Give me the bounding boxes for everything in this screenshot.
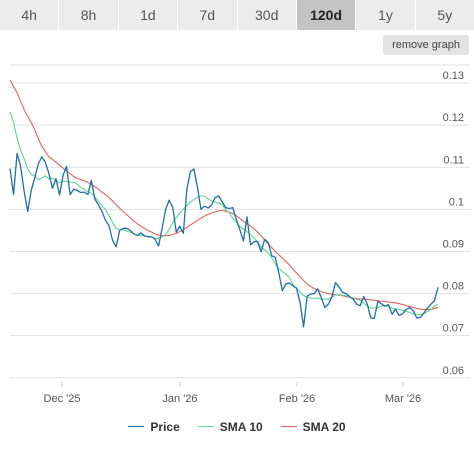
x-tick-label: Feb '26: [279, 393, 315, 405]
y-tick-label: 0.11: [443, 154, 464, 166]
x-tick-label: Jan '26: [162, 393, 197, 405]
legend-swatch: [280, 426, 297, 428]
series-line-sma-10: [9, 111, 439, 316]
x-tick-label: Dec '25: [44, 393, 81, 405]
y-tick-label: 0.09: [443, 238, 464, 250]
x-tick-label: Mar '26: [385, 393, 421, 405]
tab-8h[interactable]: 8h: [59, 0, 119, 30]
y-tick-label: 0.1: [449, 196, 464, 208]
tab-30d[interactable]: 30d: [237, 0, 297, 30]
series-line-price: [9, 152, 439, 328]
y-tick-label: 0.07: [443, 323, 464, 335]
tab-120d[interactable]: 120d: [296, 0, 357, 30]
legend-label: SMA 20: [302, 420, 346, 434]
tab-1d[interactable]: 1d: [118, 0, 179, 30]
legend-swatch: [197, 426, 214, 428]
chart-legend: Price SMA 10 SMA 20: [0, 420, 474, 434]
tab-4h[interactable]: 4h: [0, 0, 60, 30]
remove-graph-button[interactable]: remove graph: [383, 35, 469, 55]
time-range-tabs: 4h 8h 1d 7d 30d 120d 1y 5y: [0, 0, 474, 30]
y-tick-label: 0.08: [443, 281, 464, 293]
legend-item-sma-10[interactable]: SMA 10: [197, 420, 263, 434]
legend-swatch: [128, 426, 145, 428]
tab-7d[interactable]: 7d: [178, 0, 238, 30]
legend-item-price[interactable]: Price: [128, 420, 180, 434]
legend-label: SMA 10: [219, 420, 263, 434]
y-tick-label: 0.13: [443, 70, 464, 82]
legend-label: Price: [150, 420, 180, 434]
gridlines: [10, 64, 470, 379]
series-line-sma-20: [9, 79, 439, 311]
tab-5y[interactable]: 5y: [415, 0, 474, 30]
y-tick-label: 0.06: [443, 365, 464, 377]
legend-item-sma-20[interactable]: SMA 20: [280, 420, 346, 434]
tab-1y[interactable]: 1y: [356, 0, 416, 30]
y-tick-label: 0.12: [443, 112, 464, 124]
